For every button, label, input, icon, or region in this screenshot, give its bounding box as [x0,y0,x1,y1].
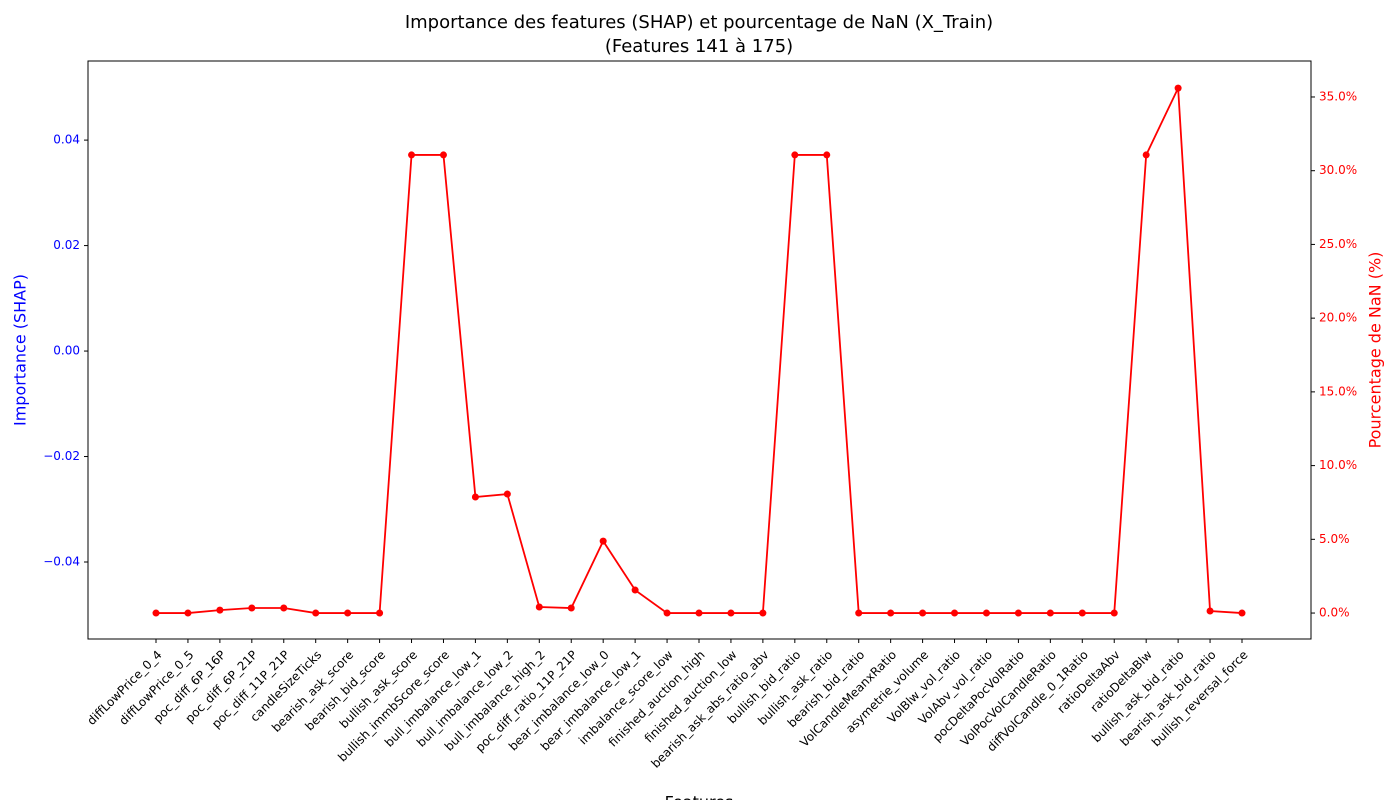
nan-point [471,493,479,501]
nan-point [919,609,927,617]
nan-point [1174,84,1182,92]
nan-point [663,609,671,617]
y-tick-label: −0.04 [43,555,80,569]
y2-tick-label: 0.0% [1319,606,1350,620]
y-tick-label: 0.04 [53,133,80,147]
y-tick-label: 0.02 [53,238,80,252]
nan-point [344,609,352,617]
y2-tick-label: 5.0% [1319,532,1350,546]
nan-point [855,609,863,617]
y2-tick-label: 25.0% [1319,237,1357,251]
nan-point [312,609,320,617]
nan-point [759,609,767,617]
y2-tick-label: 10.0% [1319,458,1357,472]
nan-point [823,151,831,159]
nan-point [376,609,384,617]
nan-point [1206,607,1214,615]
y2-tick-label: 30.0% [1319,163,1357,177]
nan-point [248,604,256,612]
nan-point [695,609,703,617]
y-tick-label: 0.00 [53,344,80,358]
nan-point [1238,609,1246,617]
nan-point [982,609,990,617]
nan-point [567,604,575,612]
y2-tick-label: 15.0% [1319,384,1357,398]
nan-point [1046,609,1054,617]
nan-point [887,609,895,617]
y-tick-label: −0.02 [43,449,80,463]
nan-point [535,603,543,611]
nan-point [439,151,447,159]
nan-point [791,151,799,159]
nan-point [280,604,288,612]
nan-point [1078,609,1086,617]
nan-point [727,609,735,617]
y-axis-label: Importance (SHAP) [11,274,30,426]
nan-point [408,151,416,159]
nan-point [184,609,192,617]
nan-point [1014,609,1022,617]
y2-tick-label: 35.0% [1319,89,1357,103]
y2-axis-label: Pourcentage de NaN (%) [1366,252,1385,449]
nan-point [152,609,160,617]
y2-tick-label: 20.0% [1319,311,1357,325]
nan-point [1142,151,1150,159]
nan-line [156,84,1243,614]
chart-subtitle: (Features 141 à 175) [605,36,793,57]
nan-point [599,537,607,545]
nan-point [631,586,639,594]
nan-point [216,606,224,614]
nan-point [1110,609,1118,617]
plot-frame [87,60,1312,640]
nan-point [503,490,511,498]
x-axis-label: Features [665,793,734,800]
nan-point [951,609,959,617]
chart-title: Importance des features (SHAP) et pource… [405,12,993,33]
